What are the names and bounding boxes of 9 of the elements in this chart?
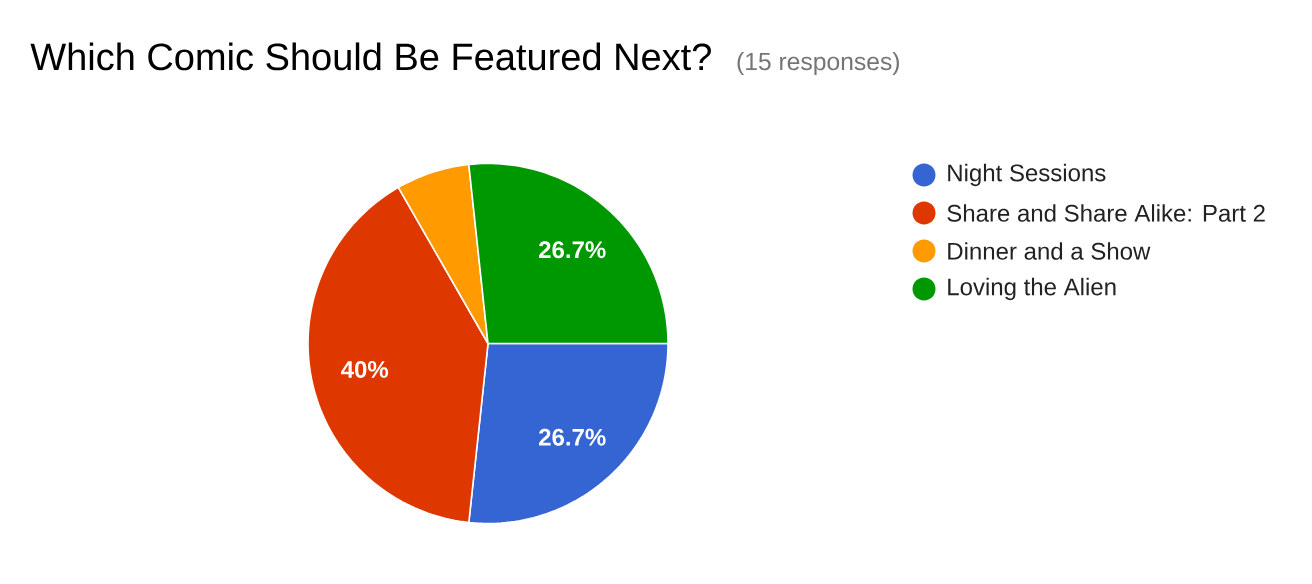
legend-label: Loving the Alien: [948, 277, 1116, 301]
chart-subtitle: (15 responses): [737, 52, 899, 76]
data-label: 26.7%: [539, 428, 606, 446]
data-label: 26.7%: [539, 241, 606, 259]
data-label: 40%: [341, 360, 389, 378]
chart-title: Which Comic Should Be Featured Next?: [30, 42, 711, 71]
legend-label: Dinner and a Show: [948, 242, 1151, 260]
legend-label: Night Sessions: [948, 163, 1106, 187]
legend-label: Share and Share Alike: Part 2: [947, 204, 1265, 222]
